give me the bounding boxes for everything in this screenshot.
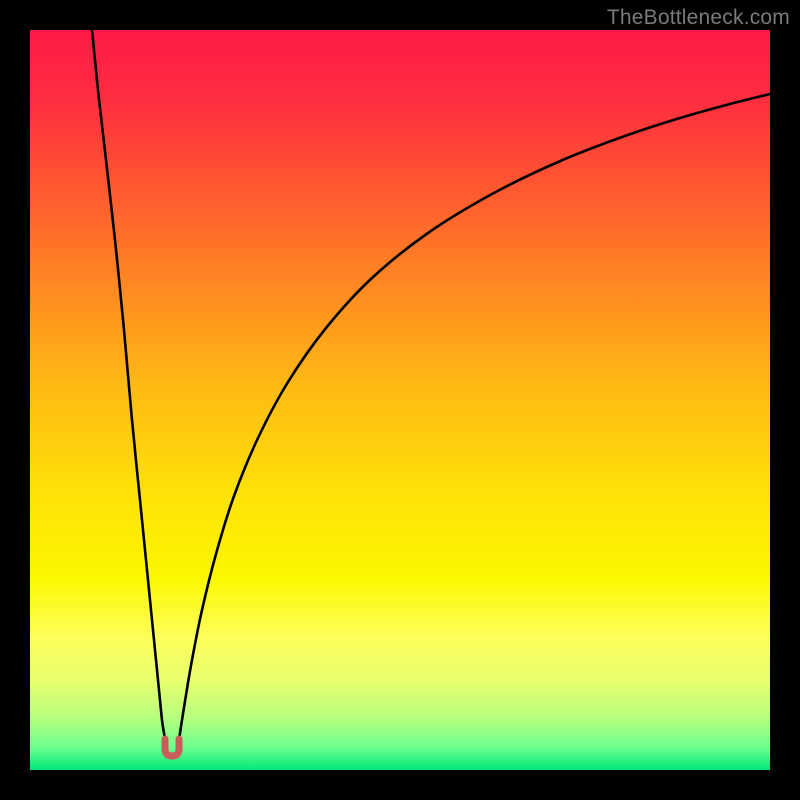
bottleneck-chart bbox=[30, 30, 770, 770]
chart-container: TheBottleneck.com bbox=[0, 0, 800, 800]
watermark-text: TheBottleneck.com bbox=[607, 6, 790, 30]
gradient-background bbox=[30, 30, 770, 770]
